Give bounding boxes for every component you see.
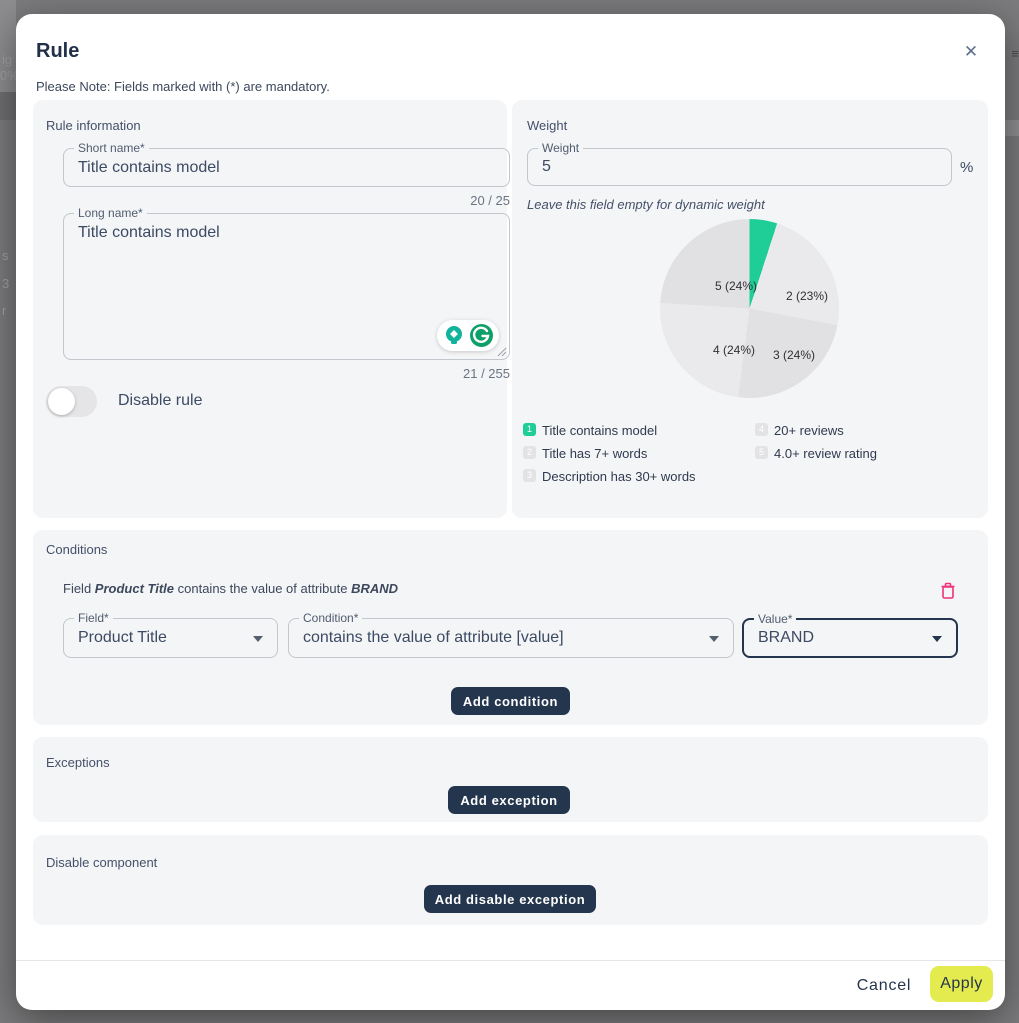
legend-badge: 1 xyxy=(523,423,536,436)
legend-label: Title has 7+ words xyxy=(542,446,648,461)
backdrop-fragment: 3 xyxy=(2,276,10,291)
chevron-down-icon xyxy=(253,636,263,642)
toggle-knob xyxy=(48,388,75,415)
disable-component-section-label: Disable component xyxy=(46,855,158,870)
long-name-label: Long name* xyxy=(74,206,147,220)
backdrop-band xyxy=(0,0,16,92)
legend-label: 4.0+ review rating xyxy=(774,446,877,461)
weight-pie-chart xyxy=(660,219,839,398)
exceptions-section-label: Exceptions xyxy=(46,755,110,770)
condition-select-value: contains the value of attribute [value] xyxy=(303,629,564,646)
value-select-label: Value* xyxy=(754,612,797,626)
weight-section-label: Weight xyxy=(527,118,568,133)
legend-badge: 3 xyxy=(523,469,536,482)
long-name-value: Title contains model xyxy=(78,224,220,241)
disable-rule-label: Disable rule xyxy=(118,392,203,409)
field-select-value: Product Title xyxy=(78,629,167,646)
footer-divider xyxy=(16,960,1005,961)
lightbulb-suggestion-icon[interactable] xyxy=(442,324,466,348)
short-name-input[interactable]: Short name* Title contains model xyxy=(63,141,510,187)
condition-summary: Field Product Title contains the value o… xyxy=(63,581,399,596)
modal-title: Rule xyxy=(36,40,80,62)
backdrop-fragment: r xyxy=(2,303,7,318)
weight-value: 5 xyxy=(542,158,551,175)
chevron-down-icon xyxy=(709,636,719,642)
rule-information-card: Rule information xyxy=(33,100,507,518)
backdrop-band xyxy=(0,92,16,120)
disable-component-card: Disable component xyxy=(33,835,988,925)
backdrop-fragment: ig xyxy=(2,52,13,67)
conditions-section-label: Conditions xyxy=(46,542,108,557)
add-condition-button[interactable]: Add condition xyxy=(451,687,570,715)
grammarly-g-icon[interactable] xyxy=(469,323,494,348)
legend-label: Title contains model xyxy=(542,423,658,438)
rule-modal: Rule ✕ Please Note: Fields marked with (… xyxy=(16,14,1005,1010)
long-name-textarea[interactable]: Long name* Title contains model xyxy=(63,206,510,360)
legend-label: Description has 30+ words xyxy=(542,469,696,484)
long-name-counter: 21 / 255 xyxy=(463,366,510,381)
mandatory-fields-note: Please Note: Fields marked with (*) are … xyxy=(36,79,330,94)
field-select[interactable]: Field* Product Title xyxy=(63,611,278,658)
pie-slice-label: 4 (24%) xyxy=(713,343,756,357)
value-select[interactable]: Value* BRAND xyxy=(742,612,958,658)
field-select-label: Field* xyxy=(74,611,113,625)
apply-button[interactable]: Apply xyxy=(930,966,993,1002)
backdrop-fragment: 0% xyxy=(0,68,19,83)
legend-badge: 4 xyxy=(755,423,768,436)
condition-summary-attribute: BRAND xyxy=(351,581,399,596)
delete-condition-icon[interactable] xyxy=(937,581,959,603)
legend-badge: 2 xyxy=(523,446,536,459)
weight-field-label: Weight xyxy=(538,141,584,155)
resize-handle[interactable] xyxy=(497,347,507,357)
cancel-button[interactable]: Cancel xyxy=(844,971,924,1001)
legend-badge: 5 xyxy=(755,446,768,459)
condition-summary-field: Product Title xyxy=(94,581,175,596)
value-select-value: BRAND xyxy=(758,629,815,646)
backdrop-menu-icon: ≡ xyxy=(1011,46,1019,61)
dynamic-weight-hint: Leave this field empty for dynamic weigh… xyxy=(527,197,765,212)
add-exception-button[interactable]: Add exception xyxy=(448,786,570,814)
close-icon[interactable]: ✕ xyxy=(957,38,985,66)
condition-select-label: Condition* xyxy=(299,611,363,625)
disable-rule-toggle[interactable] xyxy=(46,386,97,417)
condition-select[interactable]: Condition* contains the value of attribu… xyxy=(288,611,734,658)
pie-slice-label: 3 (24%) xyxy=(773,348,816,362)
rule-information-label: Rule information xyxy=(46,118,141,133)
grammarly-widget[interactable] xyxy=(437,320,499,351)
pie-slice-label: 2 (23%) xyxy=(786,289,829,303)
chevron-down-icon xyxy=(932,636,942,642)
backdrop-fragment: s xyxy=(2,248,9,263)
short-name-label: Short name* xyxy=(74,141,149,155)
short-name-value: Title contains model xyxy=(78,158,220,176)
backdrop-band xyxy=(1005,120,1019,136)
add-disable-exception-button[interactable]: Add disable exception xyxy=(424,885,596,913)
percent-suffix: % xyxy=(960,159,974,176)
pie-slice-label: 5 (24%) xyxy=(715,279,758,293)
short-name-counter: 20 / 25 xyxy=(470,193,510,208)
legend-label: 20+ reviews xyxy=(774,423,844,438)
weight-input[interactable]: Weight 5 xyxy=(527,141,952,186)
